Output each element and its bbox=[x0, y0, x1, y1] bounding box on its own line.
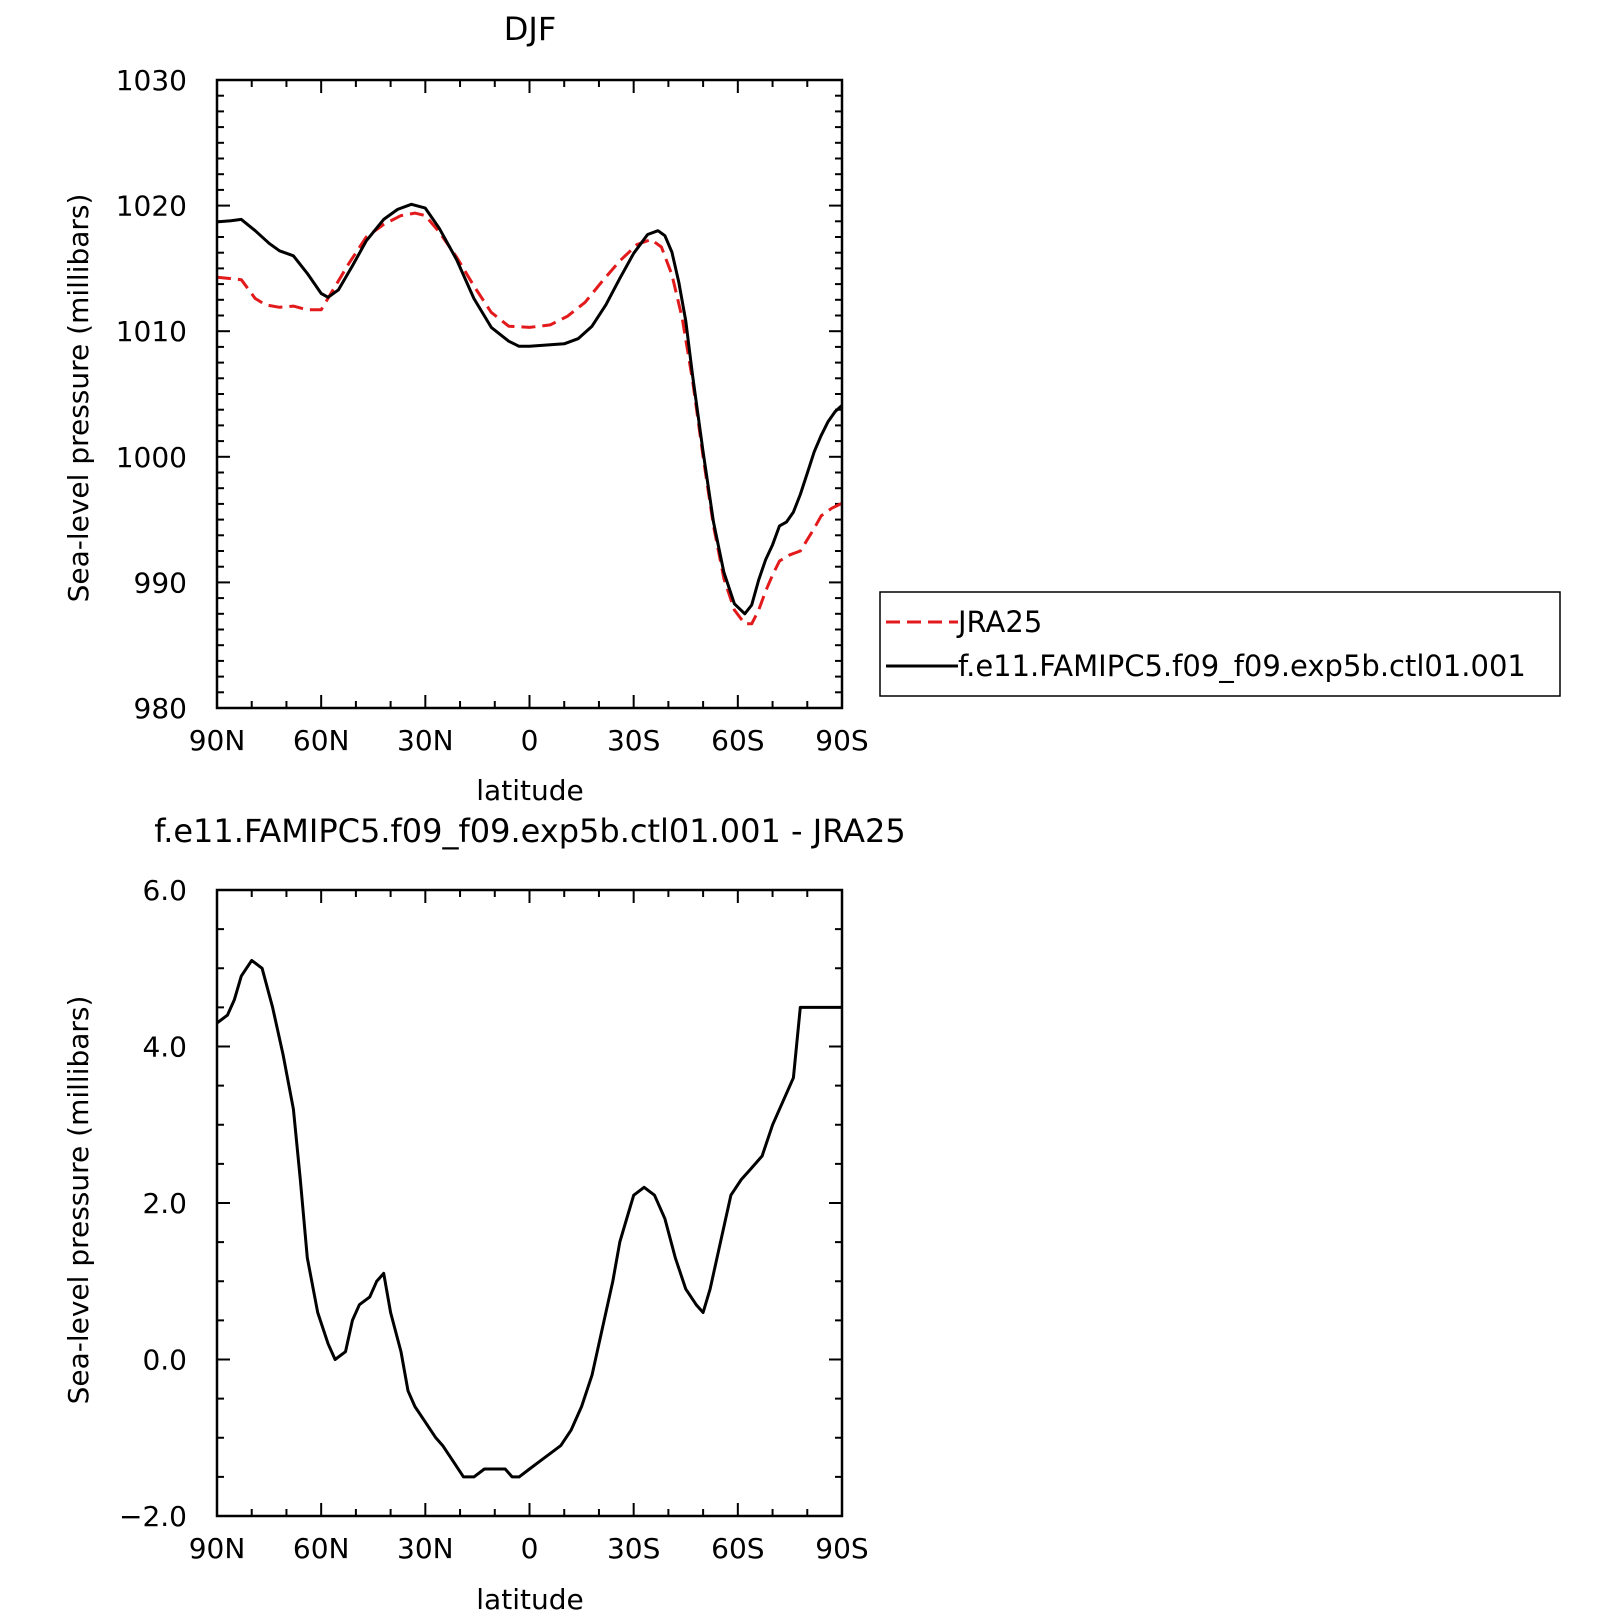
legend: JRA25 f.e11.FAMIPC5.f09_f09.exp5b.ctl01.… bbox=[879, 591, 1561, 697]
top-chart: DJF 90N 60N 30N 0 30S 60S 90S 980 990 1000 1010 102… bbox=[62, 10, 869, 807]
top-chart-y-label: Sea-level pressure (millibars) bbox=[62, 194, 95, 603]
y-tick-label: 1020 bbox=[116, 190, 187, 223]
bottom-chart-frame bbox=[215, 888, 844, 1518]
y-tick-label: −2.0 bbox=[119, 1500, 187, 1533]
top-chart-axes: 90N 60N 30N 0 30S 60S 90S 980 990 1000 1010 1020 103… bbox=[116, 64, 869, 757]
x-tick-label: 30N bbox=[397, 724, 454, 757]
y-tick-label: 1000 bbox=[116, 441, 187, 474]
bottom-chart: f.e11.FAMIPC5.f09_f09.exp5b.ctl01.001 - … bbox=[62, 812, 906, 1616]
legend-box bbox=[879, 591, 1561, 697]
x-tick-label: 30S bbox=[607, 1532, 660, 1565]
series-line-f-e11-famipc5-f09-f09-exp5b-ctl01-001 bbox=[216, 202, 844, 616]
series-line-jra25 bbox=[216, 211, 843, 626]
legend-label-jra25: JRA25 bbox=[956, 605, 1042, 639]
y-tick-label: 0.0 bbox=[142, 1344, 187, 1377]
x-tick-label: 60S bbox=[711, 724, 764, 757]
y-tick-label: 2.0 bbox=[142, 1187, 187, 1220]
y-tick-label: 1030 bbox=[116, 64, 187, 97]
top-chart-frame bbox=[215, 78, 844, 710]
x-tick-label: 90N bbox=[189, 1532, 246, 1565]
x-tick-label: 60N bbox=[293, 1532, 350, 1565]
y-tick-label: 990 bbox=[134, 566, 187, 599]
x-tick-label: 30N bbox=[397, 1532, 454, 1565]
x-tick-label: 60S bbox=[711, 1532, 764, 1565]
x-tick-label: 90S bbox=[815, 1532, 868, 1565]
bottom-chart-x-label: latitude bbox=[476, 1583, 583, 1616]
top-chart-x-label: latitude bbox=[476, 774, 583, 807]
x-tick-label: 30S bbox=[607, 724, 660, 757]
bottom-chart-series bbox=[216, 958, 842, 1479]
bottom-chart-axes: 90N 60N 30N 0 30S 60S 90S −2.0 0.0 2.0 4.0 6.0 bbox=[119, 874, 869, 1565]
legend-label-model: f.e11.FAMIPC5.f09_f09.exp5b.ctl01.001 bbox=[958, 649, 1526, 683]
x-tick-label: 60N bbox=[293, 724, 350, 757]
bottom-chart-title: f.e11.FAMIPC5.f09_f09.exp5b.ctl01.001 - … bbox=[154, 812, 906, 850]
x-tick-label: 0 bbox=[521, 1532, 539, 1565]
x-tick-label: 90N bbox=[189, 724, 246, 757]
y-tick-label: 980 bbox=[134, 692, 187, 725]
y-tick-label: 1010 bbox=[116, 315, 187, 348]
x-tick-label: 0 bbox=[521, 724, 539, 757]
top-chart-series bbox=[216, 202, 844, 626]
y-tick-label: 6.0 bbox=[142, 874, 187, 907]
top-chart-title: DJF bbox=[504, 10, 556, 48]
bottom-chart-y-label: Sea-level pressure (millibars) bbox=[62, 996, 95, 1405]
x-tick-label: 90S bbox=[815, 724, 868, 757]
series-line-difference bbox=[216, 958, 842, 1479]
y-tick-label: 4.0 bbox=[142, 1031, 187, 1064]
